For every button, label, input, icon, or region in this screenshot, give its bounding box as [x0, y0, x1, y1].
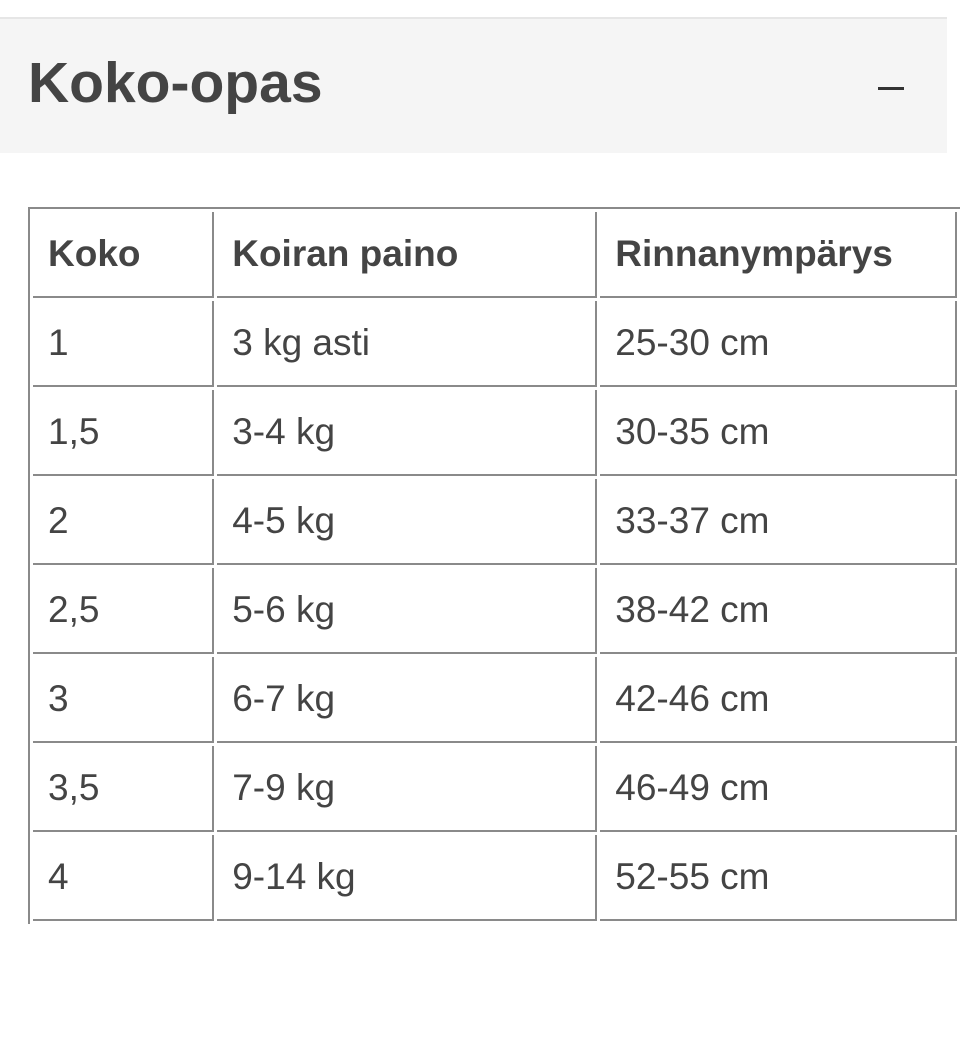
cell-size: 3,5	[33, 746, 215, 832]
column-header-chest: Rinnanympärys	[600, 212, 957, 298]
cell-weight: 3-4 kg	[217, 390, 598, 476]
table-header-row: Koko Koiran paino Rinnanympärys	[33, 212, 957, 298]
cell-weight: 9-14 kg	[217, 835, 598, 921]
cell-weight: 5-6 kg	[217, 568, 598, 654]
cell-size: 3	[33, 657, 215, 743]
cell-size: 4	[33, 835, 215, 921]
table-row: 1,5 3-4 kg 30-35 cm	[33, 390, 957, 476]
table-row: 2,5 5-6 kg 38-42 cm	[33, 568, 957, 654]
column-header-size: Koko	[33, 212, 215, 298]
cell-chest: 30-35 cm	[600, 390, 957, 476]
cell-weight: 7-9 kg	[217, 746, 598, 832]
collapse-minus-icon[interactable]	[876, 69, 906, 99]
cell-size: 2	[33, 479, 215, 565]
cell-chest: 25-30 cm	[600, 301, 957, 387]
section-title: Koko-opas	[28, 51, 323, 115]
table-row: 4 9-14 kg 52-55 cm	[33, 835, 957, 921]
cell-size: 2,5	[33, 568, 215, 654]
cell-size: 1,5	[33, 390, 215, 476]
cell-chest: 42-46 cm	[600, 657, 957, 743]
table-row: 2 4-5 kg 33-37 cm	[33, 479, 957, 565]
cell-weight: 4-5 kg	[217, 479, 598, 565]
cell-weight: 3 kg asti	[217, 301, 598, 387]
cell-size: 1	[33, 301, 215, 387]
accordion-header[interactable]: Koko-opas	[0, 17, 947, 153]
cell-chest: 46-49 cm	[600, 746, 957, 832]
cell-chest: 38-42 cm	[600, 568, 957, 654]
table-row: 3,5 7-9 kg 46-49 cm	[33, 746, 957, 832]
cell-chest: 52-55 cm	[600, 835, 957, 921]
table-row: 3 6-7 kg 42-46 cm	[33, 657, 957, 743]
column-header-weight: Koiran paino	[217, 212, 598, 298]
cell-chest: 33-37 cm	[600, 479, 957, 565]
cell-weight: 6-7 kg	[217, 657, 598, 743]
